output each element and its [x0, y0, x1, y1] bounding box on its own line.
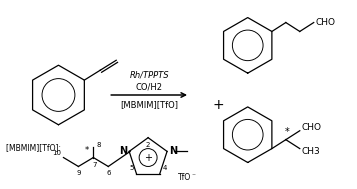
Text: TfO: TfO	[178, 173, 191, 182]
Text: 9: 9	[76, 170, 81, 177]
Text: +: +	[212, 98, 223, 112]
Text: 10: 10	[52, 149, 61, 156]
Text: *: *	[285, 127, 289, 137]
Text: Rh/TPPTS: Rh/TPPTS	[129, 71, 169, 80]
Text: *: *	[85, 146, 89, 155]
Text: N: N	[119, 146, 127, 156]
Text: 7: 7	[92, 162, 97, 167]
Text: ⁻: ⁻	[192, 171, 196, 180]
Text: CHO: CHO	[302, 123, 322, 132]
Text: 5: 5	[129, 165, 134, 171]
Text: +: +	[144, 153, 152, 163]
Text: [MBMIM][TfO]: [MBMIM][TfO]	[120, 100, 178, 109]
Text: 8: 8	[96, 142, 101, 148]
Text: [MBMIM][TfO]:: [MBMIM][TfO]:	[6, 143, 63, 152]
Text: CO/H2: CO/H2	[136, 83, 163, 91]
Text: CH3: CH3	[302, 147, 321, 156]
Text: 4: 4	[163, 165, 167, 171]
Text: N: N	[169, 146, 177, 156]
Text: 2: 2	[146, 142, 150, 148]
Text: CHO: CHO	[316, 18, 336, 27]
Text: 6: 6	[106, 170, 111, 177]
